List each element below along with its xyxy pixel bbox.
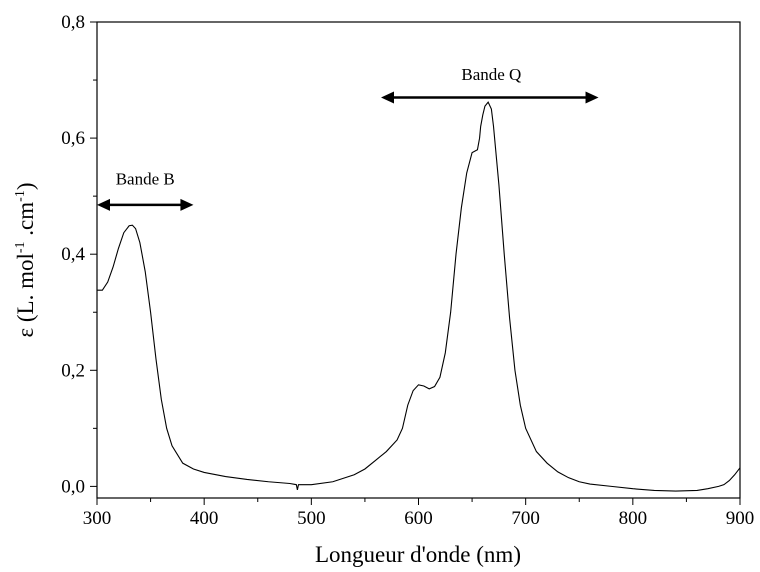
y-tick-label: 0,6 bbox=[61, 128, 85, 149]
series-line bbox=[97, 101, 741, 492]
x-tick-label: 400 bbox=[190, 508, 219, 529]
y-tick-label: 0,8 bbox=[61, 12, 85, 33]
annotation-arrow-head-left bbox=[380, 91, 394, 104]
annotation-arrow-head-left bbox=[97, 198, 110, 211]
y-axis-title-sup-2: -1 bbox=[13, 190, 28, 202]
x-tick-label: 300 bbox=[83, 508, 112, 529]
x-tick-label: 500 bbox=[297, 508, 326, 529]
annotation-label: Bande Q bbox=[461, 65, 521, 84]
x-tick-label: 900 bbox=[726, 508, 755, 529]
annotation-arrow-head-right bbox=[585, 91, 599, 104]
annotation-arrow-head-right bbox=[180, 198, 194, 211]
plot-frame bbox=[96, 21, 741, 499]
y-tick-label: 0,2 bbox=[61, 360, 85, 381]
x-tick-label: 700 bbox=[511, 508, 540, 529]
y-axis-title-mid: .cm bbox=[13, 202, 38, 242]
y-tick-label: 0,0 bbox=[61, 476, 85, 497]
annotations: Bande B Bande Q bbox=[97, 65, 599, 211]
y-axis-title-end: ) bbox=[13, 182, 38, 190]
x-axis-title: Longueur d'onde (nm) bbox=[315, 542, 521, 567]
annotation-label: Bande B bbox=[116, 170, 175, 189]
y-axis-title: ε (L. mol-1 .cm-1) bbox=[13, 182, 38, 337]
y-axis-title-main: ε (L. mol bbox=[13, 253, 38, 337]
x-tick-label: 600 bbox=[404, 508, 433, 529]
axis-ticks bbox=[90, 21, 741, 505]
y-tick-labels: 0,0 0,2 0,4 0,6 0,8 bbox=[61, 12, 85, 497]
x-tick-labels: 300 400 500 600 700 800 900 bbox=[83, 508, 755, 529]
y-axis-title-sup-1: -1 bbox=[13, 241, 28, 253]
y-tick-label: 0,4 bbox=[61, 244, 85, 265]
plot-area bbox=[96, 21, 741, 499]
x-tick-label: 800 bbox=[619, 508, 648, 529]
